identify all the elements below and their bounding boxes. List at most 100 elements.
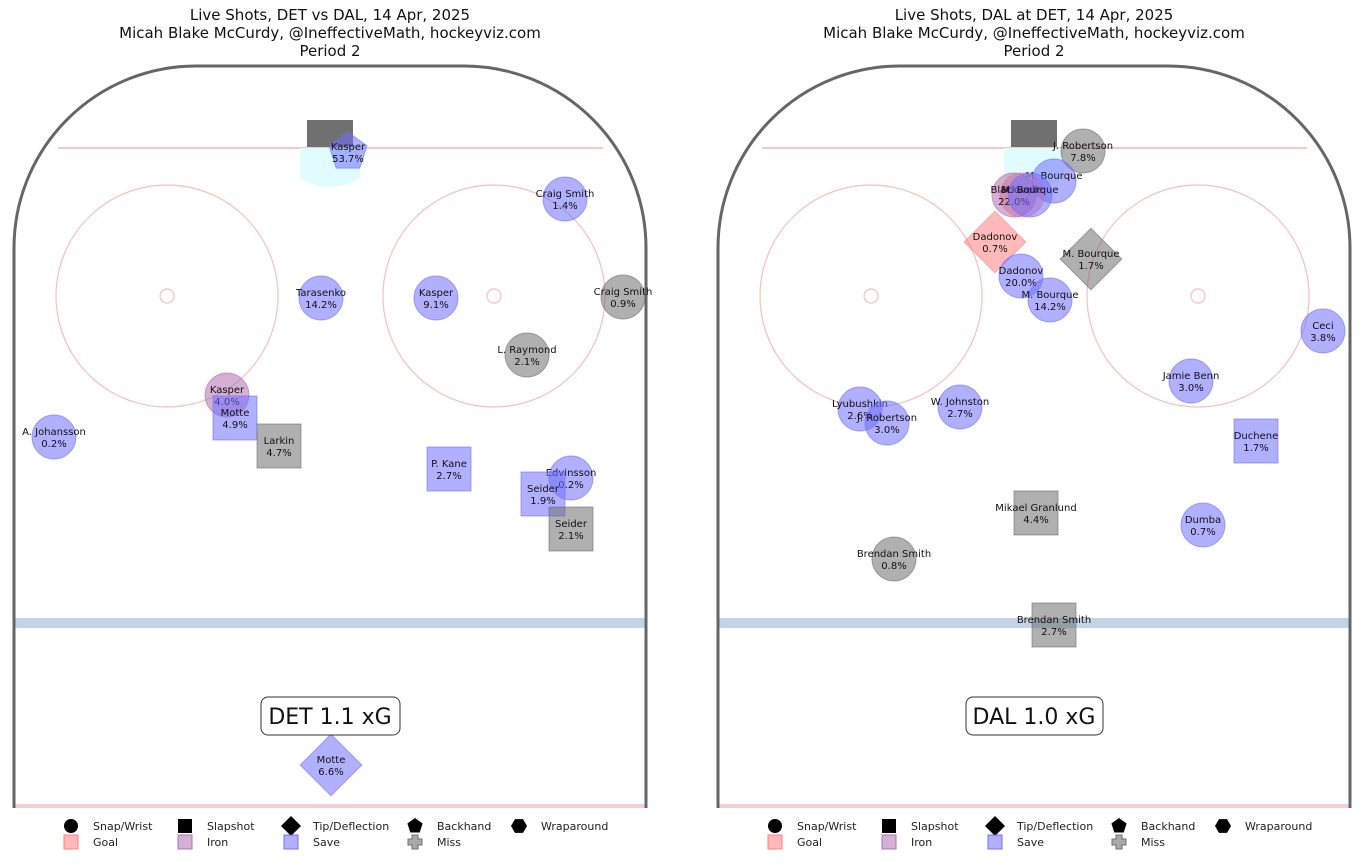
shot-player-label: Lyubushkin xyxy=(832,399,888,410)
shot-xg-label: 0.7% xyxy=(982,244,1007,255)
shot-tip-miss xyxy=(1059,227,1123,291)
shot-player-label: Larkin xyxy=(264,436,295,447)
shot-player-label: Mikael Granlund xyxy=(995,503,1076,514)
shot-snap-miss xyxy=(504,332,550,378)
shot-player-label: M. Bourque xyxy=(1021,290,1078,301)
legend-tip-icon xyxy=(281,816,301,836)
shot-snap-save xyxy=(1180,502,1226,548)
shot-xg-label: 2.1% xyxy=(514,357,539,368)
shot-xg-label: 53.7% xyxy=(332,154,364,165)
goal-net xyxy=(1011,120,1057,147)
shot-player-label: J. Robertson xyxy=(856,413,917,424)
center-line xyxy=(718,804,1350,808)
shot-snap-save xyxy=(542,176,588,222)
legend-outcome-label: Miss xyxy=(437,836,461,849)
shot-xg-label: 0.7% xyxy=(1190,527,1215,538)
legend-outcome-label: Iron xyxy=(207,836,228,849)
legend-outcome-label: Goal xyxy=(93,836,118,849)
legend-outcome-label: Iron xyxy=(911,836,932,849)
shot-player-label: Seider xyxy=(555,519,588,530)
boards xyxy=(716,64,1352,808)
shot-slapshot-save xyxy=(212,395,258,441)
shot-player-label: J. Robertson xyxy=(1052,141,1113,152)
shot-xg-label: 2.6% xyxy=(847,411,872,422)
shot-slapshot-save xyxy=(426,446,472,492)
legend-goal-icon xyxy=(63,834,79,850)
legend-backhand-icon xyxy=(407,818,423,833)
shot-xg-label: 2.7% xyxy=(1041,627,1066,638)
legend-det: Snap/Wrist Slapshot Tip/Deflection Backhand… xyxy=(63,816,608,850)
shot-player-label: Dadonov xyxy=(973,232,1018,243)
shot-player-label: Duchene xyxy=(1234,431,1279,442)
shot-snap-save xyxy=(1300,308,1346,354)
shot-player-label: W. Johnston xyxy=(931,397,989,408)
shot-xg-label: 4.4% xyxy=(1023,515,1048,526)
shot-snap-save xyxy=(298,275,344,321)
shot-player-label: P. Kane xyxy=(431,459,467,470)
shot-player-label: Motte xyxy=(221,408,250,419)
legend-iron-icon xyxy=(177,834,193,850)
shot-xg-label: 6.6% xyxy=(318,767,343,778)
legend-dal: Snap/Wrist Slapshot Tip/Deflection Backhand… xyxy=(767,816,1312,850)
legend-outcome-label: Goal xyxy=(797,836,822,849)
shot-marker: M. Bourque xyxy=(1001,172,1059,218)
chart-title-line-2: Micah Blake McCurdy, @IneffectiveMath, h… xyxy=(823,24,1245,42)
shot-player-label: Kasper xyxy=(331,142,366,153)
shot-slapshot-save xyxy=(1233,418,1279,464)
legend-shape-label: Backhand xyxy=(437,820,491,833)
shot-snap-miss xyxy=(600,274,646,320)
shot-player-label: M. Bourque xyxy=(1001,185,1058,196)
shot-player-label: Tarasenko xyxy=(295,288,346,299)
shot-xg-label: 7.8% xyxy=(1070,153,1095,164)
legend-outcome-label: Miss xyxy=(1141,836,1165,849)
legend-outcome-label: Save xyxy=(1017,836,1044,849)
shot-xg-label: 2.7% xyxy=(436,471,461,482)
chart-title-line-3: Period 2 xyxy=(1003,42,1064,60)
shot-player-label: Motte xyxy=(317,755,346,766)
shot-player-label: L. Raymond xyxy=(497,345,556,356)
shot-player-label: Dumba xyxy=(1185,515,1221,526)
chart-title-line-3: Period 2 xyxy=(299,42,360,60)
shot-snap-save xyxy=(31,414,77,460)
shot-player-label: M. Bourque xyxy=(1025,171,1082,182)
shot-player-label: A. Johansson xyxy=(22,427,86,438)
blue-line xyxy=(14,618,646,628)
shot-xg-label: 0.9% xyxy=(610,299,635,310)
legend-save-icon xyxy=(283,834,299,850)
legend-goal-icon xyxy=(767,834,783,850)
shot-slapshot-miss xyxy=(256,423,302,469)
shot-player-label: Jamie Benn xyxy=(1162,371,1220,382)
shot-player-label: Kasper xyxy=(419,288,454,299)
shot-player-label: Ceci xyxy=(1312,321,1333,332)
legend-outcome-label: Save xyxy=(313,836,340,849)
shot-player-label: Seider xyxy=(527,484,560,495)
shot-xg-label: 1.7% xyxy=(1243,443,1268,454)
shot-snap-miss xyxy=(871,536,917,582)
shot-player-label: Edvinsson xyxy=(546,468,597,479)
legend-snap-icon xyxy=(768,819,782,833)
legend-shape-label: Snap/Wrist xyxy=(93,820,153,833)
shot-xg-label: 14.2% xyxy=(305,300,337,311)
